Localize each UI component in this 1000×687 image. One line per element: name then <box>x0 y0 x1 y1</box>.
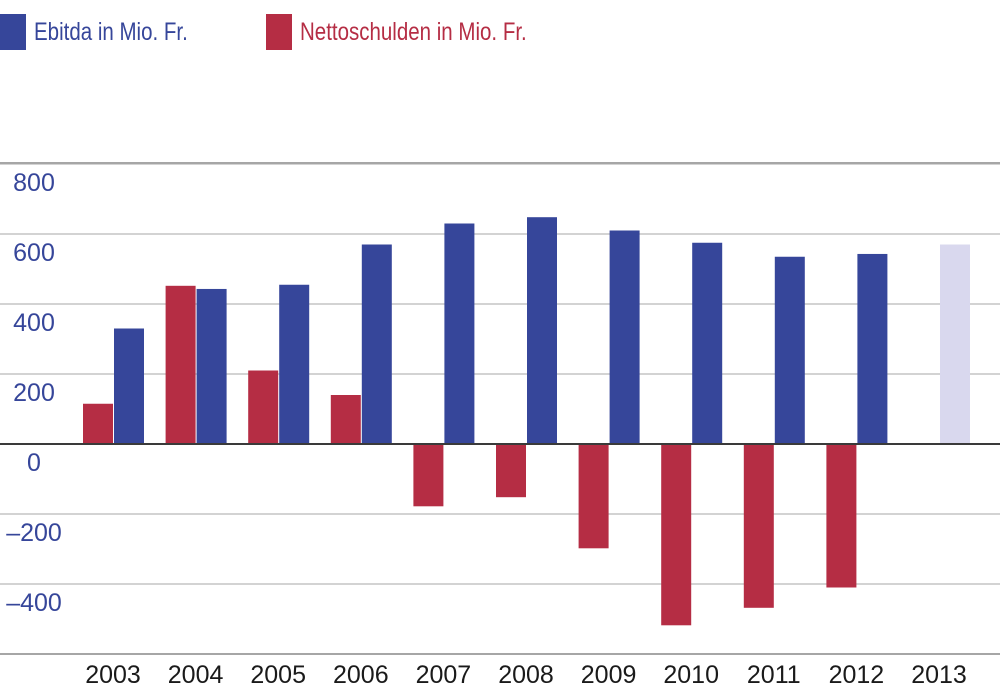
bar-nettoschulden-2003 <box>83 403 113 444</box>
bar-ebitda-2008 <box>527 217 557 444</box>
legend-item-ebitda: Ebitda in Mio. Fr. <box>0 14 222 50</box>
x-tick-label-2003: 2003 <box>85 661 141 687</box>
legend-swatch-ebitda <box>0 14 26 50</box>
x-tick-label-2013: 2013 <box>911 661 967 687</box>
bar-nettoschulden-2007 <box>413 444 444 507</box>
y-tick-label-6: –400 <box>6 589 62 617</box>
x-tick-label-2009: 2009 <box>581 661 637 687</box>
legend: Ebitda in Mio. Fr. Nettoschulden in Mio.… <box>0 12 620 52</box>
y-tick-label-2: 400 <box>13 309 55 337</box>
y-tick-label-5: –200 <box>6 519 62 547</box>
bar-ebitda-2010 <box>692 242 723 444</box>
bar-ebitda-2006 <box>361 244 392 444</box>
bar-nettoschulden-2008 <box>496 444 526 498</box>
legend-swatch-nettoschulden <box>265 14 292 50</box>
bar-nettoschulden-2006 <box>330 395 361 444</box>
bar-ebitda-2012 <box>857 253 888 444</box>
bar-ebitda-2007 <box>444 223 475 444</box>
x-tick-label-2008: 2008 <box>498 661 554 687</box>
bar-ebitda-2004 <box>196 288 227 444</box>
x-tick-label-2004: 2004 <box>168 661 224 687</box>
bar-nettoschulden-2009 <box>578 444 609 549</box>
bar-ebitda-2013 <box>940 244 970 444</box>
y-tick-label-1: 600 <box>13 239 55 267</box>
legend-item-nettoschulden: Nettoschulden in Mio. Fr. <box>265 14 577 50</box>
legend-label-nettoschulden: Nettoschulden in Mio. Fr. <box>299 17 527 46</box>
x-tick-label-2010: 2010 <box>663 661 719 687</box>
bar-ebitda-2009 <box>609 230 640 444</box>
bar-nettoschulden-2004 <box>165 285 196 444</box>
bar-ebitda-2005 <box>279 284 310 444</box>
bar-nettoschulden-2011 <box>743 444 774 608</box>
bar-nettoschulden-2010 <box>661 444 692 626</box>
x-tick-label-2011: 2011 <box>747 661 801 687</box>
bar-ebitda-2003 <box>114 328 144 444</box>
y-tick-label-0: 800 <box>13 169 55 197</box>
x-tick-label-2007: 2007 <box>416 661 472 687</box>
bar-ebitda-2011 <box>774 256 805 444</box>
y-tick-label-3: 200 <box>13 379 55 407</box>
x-tick-label-2012: 2012 <box>829 661 885 687</box>
legend-label-ebitda: Ebitda in Mio. Fr. <box>34 17 188 46</box>
y-tick-label-4: 0 <box>27 449 41 477</box>
bar-nettoschulden-2012 <box>826 444 857 588</box>
x-tick-label-2006: 2006 <box>333 661 389 687</box>
bar-nettoschulden-2005 <box>248 370 279 444</box>
x-tick-label-2005: 2005 <box>250 661 306 687</box>
